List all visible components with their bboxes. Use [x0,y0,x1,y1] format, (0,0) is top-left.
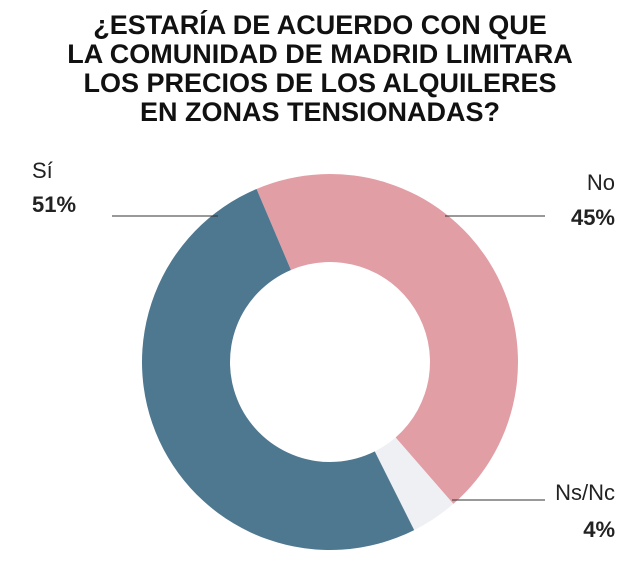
chart-title: EN ZONAS TENSIONADAS? [140,97,500,127]
legend-label: No [587,170,615,195]
chart-title: LOS PRECIOS DE LOS ALQUILERES [83,68,556,98]
chart-title: LA COMUNIDAD DE MADRID LIMITARA [67,39,572,69]
donut-slice [142,188,415,550]
donut-slice [256,174,518,504]
chart-title: ¿ESTARÍA DE ACUERDO CON QUE [93,9,547,40]
value-label: 4% [583,517,615,542]
value-label: 45% [571,205,615,230]
value-label: 51% [32,192,76,217]
legend-label: Ns/Nc [555,480,615,505]
donut-slice [374,437,454,531]
legend-label: Sí [32,158,53,183]
